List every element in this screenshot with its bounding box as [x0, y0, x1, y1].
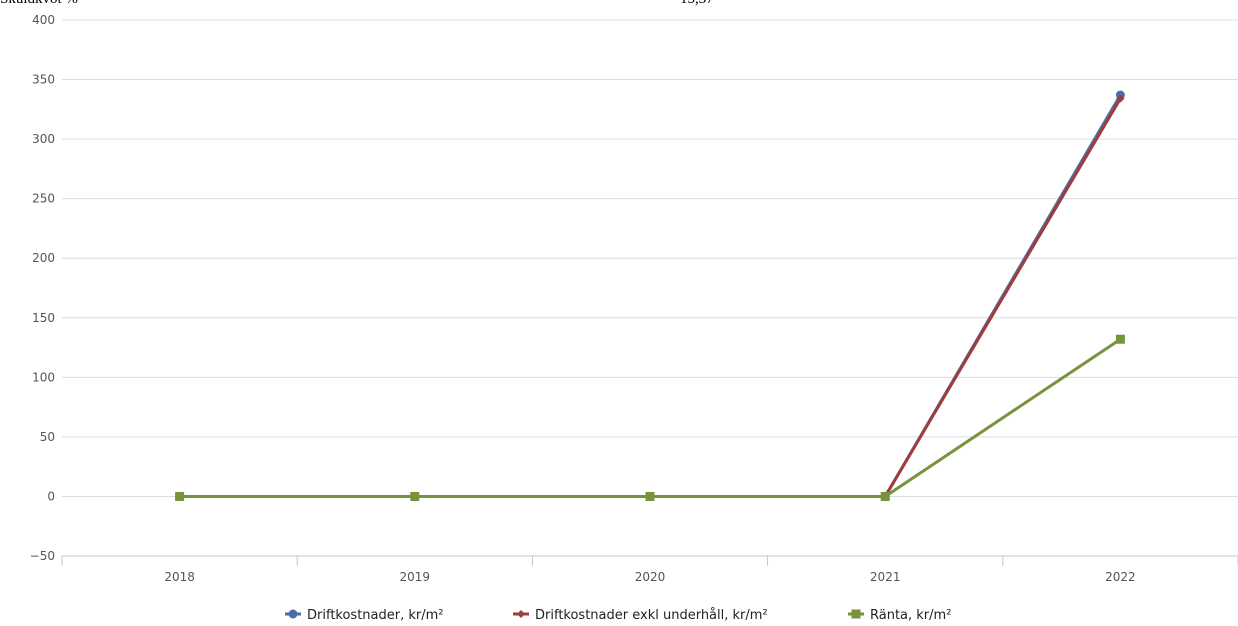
- series-2: [175, 94, 1125, 501]
- x-tick-label: 2020: [635, 570, 666, 584]
- legend-marker: [851, 609, 861, 619]
- y-tick-label: 300: [32, 132, 55, 146]
- header-value: 15,37: [680, 0, 714, 8]
- data-point: [1115, 334, 1125, 344]
- data-point: [1116, 94, 1125, 103]
- legend-label: Ränta, kr/m²: [870, 608, 951, 623]
- y-tick-label: 400: [32, 13, 55, 27]
- data-point: [880, 491, 890, 501]
- series-lines: [175, 90, 1125, 501]
- y-tick-label: 250: [32, 192, 55, 206]
- series-1: [175, 90, 1125, 501]
- data-point: [175, 491, 185, 501]
- y-tick-label: 0: [47, 489, 55, 503]
- gridlines: [62, 19, 1238, 497]
- series-line: [179, 337, 1122, 498]
- legend-marker: [288, 609, 298, 619]
- legend-label: Driftkostnader exkl underhåll, kr/m²: [535, 608, 768, 623]
- y-tick-label: 150: [32, 311, 55, 325]
- header-label: Skuldkvot %: [0, 0, 78, 8]
- legend-marker: [517, 610, 525, 618]
- data-point: [410, 491, 420, 501]
- y-tick-label: 350: [32, 73, 55, 87]
- clipped-header-text: Skuldkvot % 15,37: [0, 0, 1238, 11]
- legend-item-1: Driftkostnader, kr/m²: [285, 608, 444, 623]
- series-line: [179, 94, 1122, 498]
- legend-item-3: Ränta, kr/m²: [848, 608, 951, 623]
- x-tick-label: 2022: [1105, 570, 1136, 584]
- y-tick-label: 200: [32, 251, 55, 265]
- y-tick-label: −50: [30, 549, 55, 563]
- x-tick-label: 2021: [870, 570, 901, 584]
- y-tick-label: 50: [40, 430, 55, 444]
- y-axis-ticks: −50 0 50 100 150 200 250 300 350 400: [30, 13, 55, 563]
- y-tick-label: 100: [32, 370, 55, 384]
- x-tick-label: 2019: [400, 570, 431, 584]
- x-axis: 2018 2019 2020 2021 2022: [61, 555, 1238, 584]
- data-point: [645, 491, 655, 501]
- legend-label: Driftkostnader, kr/m²: [307, 608, 444, 623]
- x-tick-label: 2018: [164, 570, 195, 584]
- series-3: [175, 334, 1125, 501]
- legend-item-2: Driftkostnader exkl underhåll, kr/m²: [513, 608, 768, 623]
- legend: Driftkostnader, kr/m² Driftkostnader exkl…: [285, 608, 951, 623]
